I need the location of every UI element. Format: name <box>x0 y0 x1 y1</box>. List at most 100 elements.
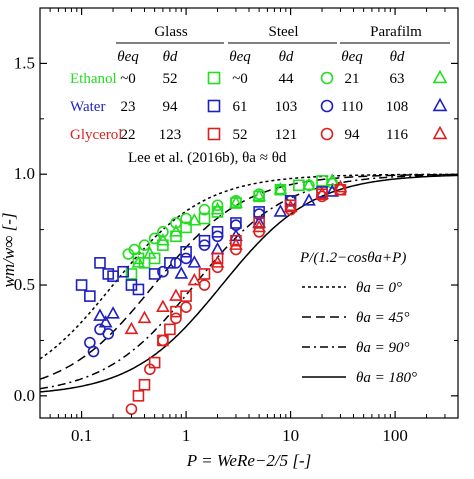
table-cell: 52 <box>163 71 178 87</box>
data-point-glycerol-circle <box>170 312 182 325</box>
data-point-glycerol-circle <box>125 403 138 415</box>
data-point-water-square <box>132 283 145 296</box>
data-point-water-circle <box>87 345 100 358</box>
data-point-water-circle <box>211 230 224 243</box>
data-point-ethanol-triangle <box>187 213 202 226</box>
model-curves <box>39 173 459 393</box>
x-tick-label: 1 <box>182 426 191 445</box>
data-point-water-triangle <box>273 204 288 217</box>
legend-label: θa = 180° <box>356 370 417 386</box>
data-point-ethanol-circle <box>170 217 182 229</box>
data-point-glycerol-triangle <box>315 186 329 199</box>
data-point-glycerol-triangle <box>210 255 225 268</box>
data-point-glycerol-square <box>230 234 242 247</box>
data-point-glycerol-triangle <box>137 310 152 324</box>
x-tick-label: 0.1 <box>71 426 92 445</box>
data-point-water-square <box>148 268 161 280</box>
data-point-ethanol-triangle <box>131 255 146 268</box>
table-marker <box>320 99 334 113</box>
data-point-water-square <box>117 265 129 278</box>
data-point-glycerol-triangle <box>333 179 348 193</box>
legend-title: P/(1.2−cosθa+P) <box>299 250 406 266</box>
data-point-glycerol-triangle <box>124 321 139 335</box>
model-curve-0 <box>39 173 458 360</box>
data-point-glycerol-triangle <box>187 272 202 286</box>
data-point-glycerol-square <box>132 390 145 402</box>
data-point-water-square <box>211 226 224 238</box>
table-cell: 121 <box>275 127 298 143</box>
data-point-ethanol-triangle <box>156 233 170 246</box>
data-point-glycerol-square <box>211 252 224 265</box>
table-marker <box>207 99 221 113</box>
model-curve-45 <box>39 173 458 380</box>
table-row-label: Glycerol <box>70 127 122 143</box>
data-point-water-triangle <box>174 266 189 279</box>
data-point-ethanol-square <box>316 175 328 187</box>
data-point-ethanol-triangle <box>210 202 225 215</box>
data-point-glycerol-square <box>180 290 192 302</box>
data-point-water-square <box>84 290 96 302</box>
data-point-glycerol-triangle <box>156 299 170 312</box>
x-axis-label: P = WeRe−2/5 [-] <box>186 451 311 470</box>
table-marker <box>432 69 448 84</box>
table-cell: 108 <box>386 99 409 115</box>
data-point-glycerol-circle <box>157 334 169 347</box>
table-marker <box>320 71 334 85</box>
data-point-water-square <box>75 279 88 291</box>
table-cell: 94 <box>345 127 361 143</box>
table-cell: 23 <box>121 99 136 115</box>
data-point-ethanol-square <box>180 221 192 234</box>
data-point-water-circle <box>102 327 115 340</box>
data-point-ethanol-circle <box>157 226 169 238</box>
data-point-glycerol-triangle <box>252 219 266 233</box>
table-cell: 103 <box>275 99 298 115</box>
data-point-water-square <box>94 257 106 269</box>
table-column-header: θd <box>390 49 405 65</box>
data-point-water-circle <box>157 265 169 278</box>
table-cell: 116 <box>386 127 408 143</box>
data-point-ethanol-circle <box>128 243 141 256</box>
y-tick-label: 0.0 <box>14 386 35 405</box>
table-cell: 94 <box>163 99 179 115</box>
table-marker <box>320 127 334 141</box>
table-cell: ~0 <box>232 71 248 87</box>
data-point-water-triangle <box>187 255 202 268</box>
table-group-header: Glass <box>154 24 187 40</box>
table-column-header: θd <box>279 49 294 65</box>
y-tick-label: 0.5 <box>14 275 35 294</box>
table-cell: ~0 <box>120 71 136 87</box>
table-column-header: θd <box>163 49 178 65</box>
data-point-glycerol-square <box>164 323 176 336</box>
data-point-water-circle <box>253 208 265 220</box>
model-curve-90 <box>39 174 458 390</box>
data-point-water-square <box>198 234 211 247</box>
table-marker <box>432 97 448 112</box>
data-point-water-square <box>180 245 192 258</box>
data-point-water-circle <box>180 252 192 265</box>
plot-area <box>39 7 459 419</box>
table-cell: 61 <box>233 99 248 115</box>
reference-note: Lee et al. (2016b), θa ≈ θd <box>128 150 287 166</box>
data-point-ethanol-triangle <box>273 182 288 195</box>
data-point-water-triangle <box>210 241 225 255</box>
table-column-header: θeq <box>341 49 363 65</box>
data-point-glycerol-triangle <box>169 288 183 301</box>
table-cell: 21 <box>345 71 360 87</box>
data-point-water-circle <box>170 257 182 269</box>
data-point-glycerol-square <box>253 217 265 229</box>
table-cell: 63 <box>390 71 405 87</box>
table-column-header: θeq <box>229 49 251 65</box>
data-point-glycerol-circle <box>180 301 192 313</box>
data-point-ethanol-triangle <box>252 188 266 202</box>
table-group-header: Steel <box>269 24 299 40</box>
data-point-ethanol-triangle <box>302 177 316 191</box>
data-point-water-triangle <box>98 315 113 328</box>
data-point-ethanol-circle <box>148 232 161 245</box>
data-point-water-circle <box>198 239 211 251</box>
table-marker <box>207 127 221 141</box>
data-point-glycerol-square <box>198 268 211 280</box>
data-point-glycerol-circle <box>144 363 156 376</box>
